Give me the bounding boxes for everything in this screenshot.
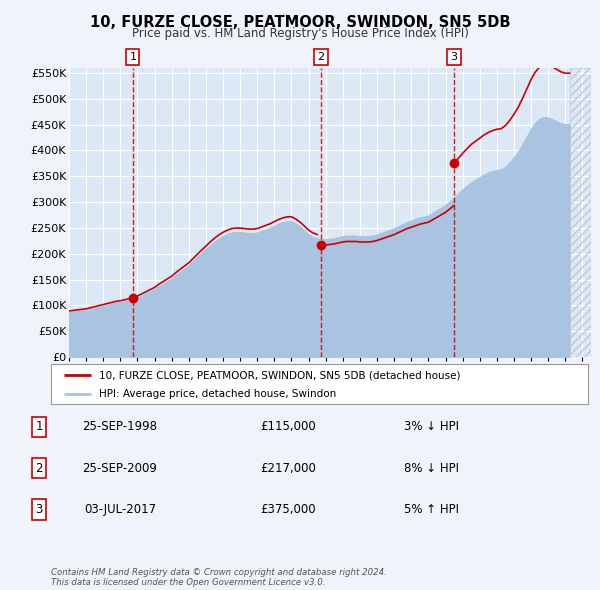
Text: 2: 2	[35, 461, 43, 475]
Text: 3% ↓ HPI: 3% ↓ HPI	[404, 420, 460, 434]
Text: 1: 1	[35, 420, 43, 434]
Text: 8% ↓ HPI: 8% ↓ HPI	[404, 461, 460, 475]
Text: 5% ↑ HPI: 5% ↑ HPI	[404, 503, 460, 516]
Text: 10, FURZE CLOSE, PEATMOOR, SWINDON, SN5 5DB: 10, FURZE CLOSE, PEATMOOR, SWINDON, SN5 …	[90, 15, 510, 30]
Text: 25-SEP-2009: 25-SEP-2009	[83, 461, 157, 475]
Text: Price paid vs. HM Land Registry's House Price Index (HPI): Price paid vs. HM Land Registry's House …	[131, 27, 469, 40]
Text: 1: 1	[130, 53, 136, 63]
Text: £217,000: £217,000	[260, 461, 316, 475]
Text: HPI: Average price, detached house, Swindon: HPI: Average price, detached house, Swin…	[100, 389, 337, 399]
Text: 10, FURZE CLOSE, PEATMOOR, SWINDON, SN5 5DB (detached house): 10, FURZE CLOSE, PEATMOOR, SWINDON, SN5 …	[100, 371, 461, 381]
Text: 3: 3	[35, 503, 43, 516]
Text: 3: 3	[451, 53, 458, 63]
Text: Contains HM Land Registry data © Crown copyright and database right 2024.
This d: Contains HM Land Registry data © Crown c…	[51, 568, 387, 587]
Text: £375,000: £375,000	[260, 503, 316, 516]
Text: 03-JUL-2017: 03-JUL-2017	[84, 503, 156, 516]
Text: 2: 2	[317, 53, 325, 63]
Text: 25-SEP-1998: 25-SEP-1998	[83, 420, 157, 434]
Text: £115,000: £115,000	[260, 420, 316, 434]
